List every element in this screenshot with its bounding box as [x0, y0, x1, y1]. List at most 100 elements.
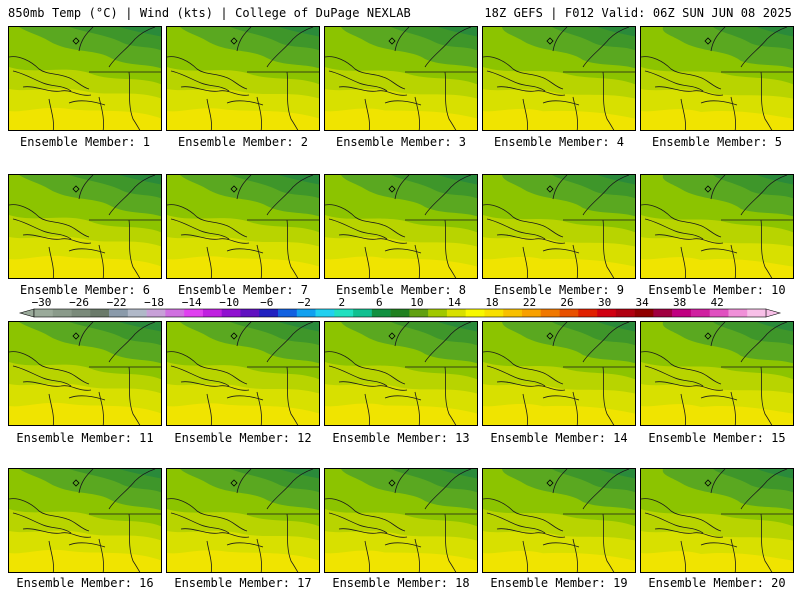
- colorbar-segment: [315, 309, 335, 317]
- map-title: 850mb Temp (°C) | Wind (kts) | College o…: [8, 6, 411, 20]
- colorbar-segment: [747, 309, 767, 317]
- colorbar-tick-label: −30: [32, 296, 52, 309]
- colorbar-segment: [559, 309, 579, 317]
- colorbar-tick-label: −26: [69, 296, 89, 309]
- colorbar-segment: [90, 309, 110, 317]
- ensemble-member-map: [640, 26, 794, 131]
- colorbar-segment: [109, 309, 129, 317]
- ensemble-member-map: [166, 26, 320, 131]
- colorbar-left-arrow: [18, 308, 35, 318]
- colorbar-segment: [34, 309, 54, 317]
- colorbar-segment: [597, 309, 617, 317]
- ensemble-member-map: [166, 174, 320, 279]
- ensemble-member-label: Ensemble Member: 4: [493, 135, 625, 149]
- colorbar-segment: [465, 309, 485, 317]
- colorbar-segment: [202, 309, 222, 317]
- ensemble-member-map: [8, 321, 162, 426]
- colorbar-segment: [690, 309, 710, 317]
- model-run-label: 18Z GEFS | F012 Valid: 06Z SUN JUN 08 20…: [484, 6, 792, 20]
- ensemble-member-label: Ensemble Member: 13: [332, 431, 470, 445]
- ensemble-member-map: [640, 174, 794, 279]
- colorbar-segment: [672, 309, 692, 317]
- colorbar-segment: [353, 309, 373, 317]
- colorbar-segment: [578, 309, 598, 317]
- colorbar-segment: [503, 309, 523, 317]
- colorbar-tick-label: −10: [219, 296, 239, 309]
- ensemble-member-map: [166, 321, 320, 426]
- colorbar-segment: [522, 309, 542, 317]
- ensemble-member-label: Ensemble Member: 19: [490, 576, 628, 590]
- colorbar-right-arrow: [765, 308, 782, 318]
- ensemble-member-map: [482, 174, 636, 279]
- colorbar-tick-label: −18: [144, 296, 164, 309]
- colorbar-segment: [52, 309, 72, 317]
- colorbar-segment: [165, 309, 185, 317]
- colorbar-segment: [127, 309, 147, 317]
- colorbar-segment: [146, 309, 166, 317]
- colorbar-tick-label: 34: [635, 296, 649, 309]
- colorbar-segment: [446, 309, 466, 317]
- ensemble-member-map: [482, 468, 636, 573]
- ensemble-member-map: [324, 26, 478, 131]
- colorbar-tick-label: 2: [339, 296, 346, 309]
- ensemble-member-label: Ensemble Member: 10: [648, 283, 786, 297]
- colorbar-tick-label: −6: [260, 296, 273, 309]
- ensemble-member-map: [324, 321, 478, 426]
- ensemble-member-label: Ensemble Member: 17: [174, 576, 312, 590]
- colorbar-segment: [240, 309, 260, 317]
- ensemble-member-map: [166, 468, 320, 573]
- ensemble-member-label: Ensemble Member: 1: [19, 135, 151, 149]
- colorbar-segment: [371, 309, 391, 317]
- colorbar-segment: [278, 309, 298, 317]
- colorbar-segment: [634, 309, 654, 317]
- ensemble-member-label: Ensemble Member: 5: [651, 135, 783, 149]
- ensemble-member-map: [482, 321, 636, 426]
- ensemble-member-label: Ensemble Member: 8: [335, 283, 467, 297]
- ensemble-member-label: Ensemble Member: 2: [177, 135, 309, 149]
- colorbar-tick-label: 38: [673, 296, 686, 309]
- colorbar-tick-label: 42: [711, 296, 724, 309]
- colorbar-segment: [334, 309, 354, 317]
- colorbar-segment: [259, 309, 279, 317]
- ensemble-member-label: Ensemble Member: 7: [177, 283, 309, 297]
- colorbar-tick-label: −2: [298, 296, 311, 309]
- colorbar-tick-label: 30: [598, 296, 611, 309]
- colorbar-segment: [728, 309, 748, 317]
- colorbar-segment: [390, 309, 410, 317]
- ensemble-member-map: [8, 468, 162, 573]
- ensemble-member-label: Ensemble Member: 11: [16, 431, 154, 445]
- colorbar-segment: [296, 309, 316, 317]
- colorbar-segment: [409, 309, 429, 317]
- ensemble-member-label: Ensemble Member: 3: [335, 135, 467, 149]
- colorbar-segment: [428, 309, 448, 317]
- ensemble-member-map: [324, 174, 478, 279]
- colorbar-segment: [184, 309, 204, 317]
- colorbar-tick-label: 10: [410, 296, 423, 309]
- ensemble-member-map: [8, 174, 162, 279]
- colorbar-segment: [221, 309, 241, 317]
- ensemble-member-label: Ensemble Member: 12: [174, 431, 312, 445]
- ensemble-member-label: Ensemble Member: 15: [648, 431, 786, 445]
- ensemble-member-label: Ensemble Member: 20: [648, 576, 786, 590]
- colorbar-segment: [484, 309, 504, 317]
- colorbar-tick-label: 22: [523, 296, 536, 309]
- ensemble-member-label: Ensemble Member: 18: [332, 576, 470, 590]
- ensemble-member-map: [482, 26, 636, 131]
- colorbar-tick-label: 18: [485, 296, 498, 309]
- temperature-colorbar: −30 −26 −22 −18 −14 −10 −6 −2 2 6 10 14 18 22 26 30 34 38…: [18, 296, 782, 318]
- colorbar-segment: [615, 309, 635, 317]
- colorbar-segment: [653, 309, 673, 317]
- colorbar-segment: [709, 309, 729, 317]
- ensemble-member-map: [640, 321, 794, 426]
- colorbar-border: [33, 308, 767, 318]
- ensemble-member-label: Ensemble Member: 14: [490, 431, 628, 445]
- colorbar-segment: [540, 309, 560, 317]
- ensemble-member-map: [640, 468, 794, 573]
- ensemble-member-label: Ensemble Member: 16: [16, 576, 154, 590]
- colorbar-tick-label: 14: [448, 296, 462, 309]
- ensemble-member-label: Ensemble Member: 9: [493, 283, 625, 297]
- colorbar-tick-label: 6: [376, 296, 383, 309]
- colorbar-tick-label: 26: [560, 296, 573, 309]
- colorbar-tick-label: −22: [107, 296, 127, 309]
- ensemble-member-map: [324, 468, 478, 573]
